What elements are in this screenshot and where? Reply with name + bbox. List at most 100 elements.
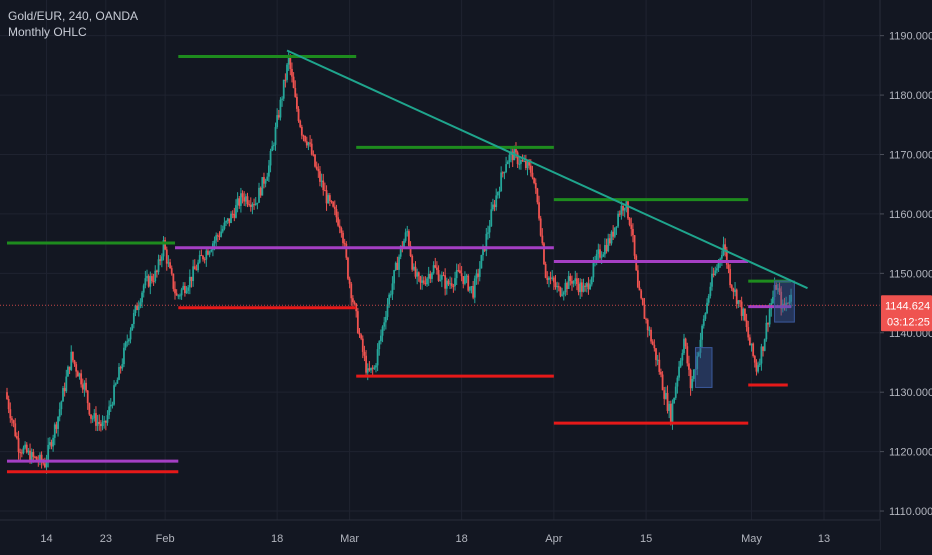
candle-down [353,302,356,304]
candle-up [585,283,588,287]
price-tick-label: 1120.000 [889,447,932,459]
candle-down [190,276,193,282]
candle-up [719,258,722,262]
candle-down [735,289,738,304]
candle-up [205,250,208,260]
candle-up [380,335,382,342]
candle-up [673,397,676,404]
indicator-title[interactable]: Monthly OHLC [8,25,87,39]
rectangle-drawing[interactable] [774,280,795,323]
candle-down [660,371,662,375]
candle-up [65,376,68,392]
candle-up [704,313,707,319]
candle-down [259,187,262,196]
candle-down [661,374,664,391]
candle-down [35,456,38,461]
candle-down [356,311,359,333]
candle-up [406,231,409,233]
candle-down [218,235,221,237]
candle-up [475,273,478,279]
time-axis[interactable]: 14 23 Feb 18 Mar 18 Apr 15 May 13 [0,519,880,550]
candle-down [753,356,756,363]
candle-up [244,196,247,202]
candle-up [490,209,493,227]
candle-up [320,180,323,182]
candle-down [6,392,8,400]
candle-down [309,142,311,144]
level-lines[interactable] [7,54,792,474]
candle-down [202,255,204,260]
candle-up [182,285,185,290]
candle-down [358,332,361,335]
candle-down [577,284,580,293]
candle-down [739,300,741,302]
candle-down [727,264,730,269]
candle-up [613,227,616,237]
candle-up [370,367,372,371]
candle-up [276,115,279,128]
candle-up [403,240,405,249]
candle-up [445,280,448,289]
candle-down [248,204,251,206]
candle-up [597,249,600,254]
candle-up [683,338,685,354]
time-tick-label: Mar [340,533,359,545]
candle-up [266,176,269,181]
candle-up [24,444,27,448]
candle-down [417,272,420,277]
candle-up [388,294,391,305]
candle-up [279,99,282,118]
candle-up [53,424,56,438]
candle-down [80,373,83,385]
candle-up [22,447,25,454]
candle-down [104,420,107,423]
candle-up [757,365,760,372]
candle-down [291,68,293,77]
descending-trendline[interactable] [286,49,808,290]
candle-up [131,324,134,331]
time-tick-label: 13 [818,533,830,545]
candle-down [587,283,590,290]
candle-down [9,409,12,419]
candle-down [778,288,781,292]
candle-up [269,151,272,166]
candle-down [515,149,517,153]
candle-up [561,294,563,296]
drawing-overlays[interactable] [0,49,880,388]
candle-up [286,64,288,80]
time-tick-label: 23 [100,533,112,545]
candle-down [552,277,555,283]
candle-up [556,286,559,288]
candle-down [658,359,661,372]
candle-up [564,282,567,293]
candle-down [68,366,71,370]
candle-down [119,367,122,369]
candle-down [284,79,287,81]
candle-up [498,191,501,193]
candle-down [712,273,715,276]
candle-up [482,246,484,255]
candle-down [85,382,87,391]
candle-up [505,164,507,173]
candle-up [264,180,267,184]
candle-up [768,309,771,325]
candle-down [755,362,758,372]
candle-up [52,437,55,447]
candle-down [11,418,13,421]
candle-up [455,270,458,279]
candle-up [758,363,761,366]
price-axis[interactable]: 1110.0001120.0001130.0001140.0001150.000… [879,0,932,550]
candle-up [648,329,651,331]
candle-down [408,231,410,246]
price-tick-label: 1190.000 [889,31,932,43]
candle-down [409,245,412,257]
candle-down [207,250,209,255]
symbol-title[interactable]: Gold/EUR, 240, OANDA [8,9,139,23]
rectangle-drawing[interactable] [695,347,713,388]
candle-up [478,268,481,277]
candle-down [174,288,176,294]
candle-up [271,146,274,152]
candle-down [534,182,537,189]
